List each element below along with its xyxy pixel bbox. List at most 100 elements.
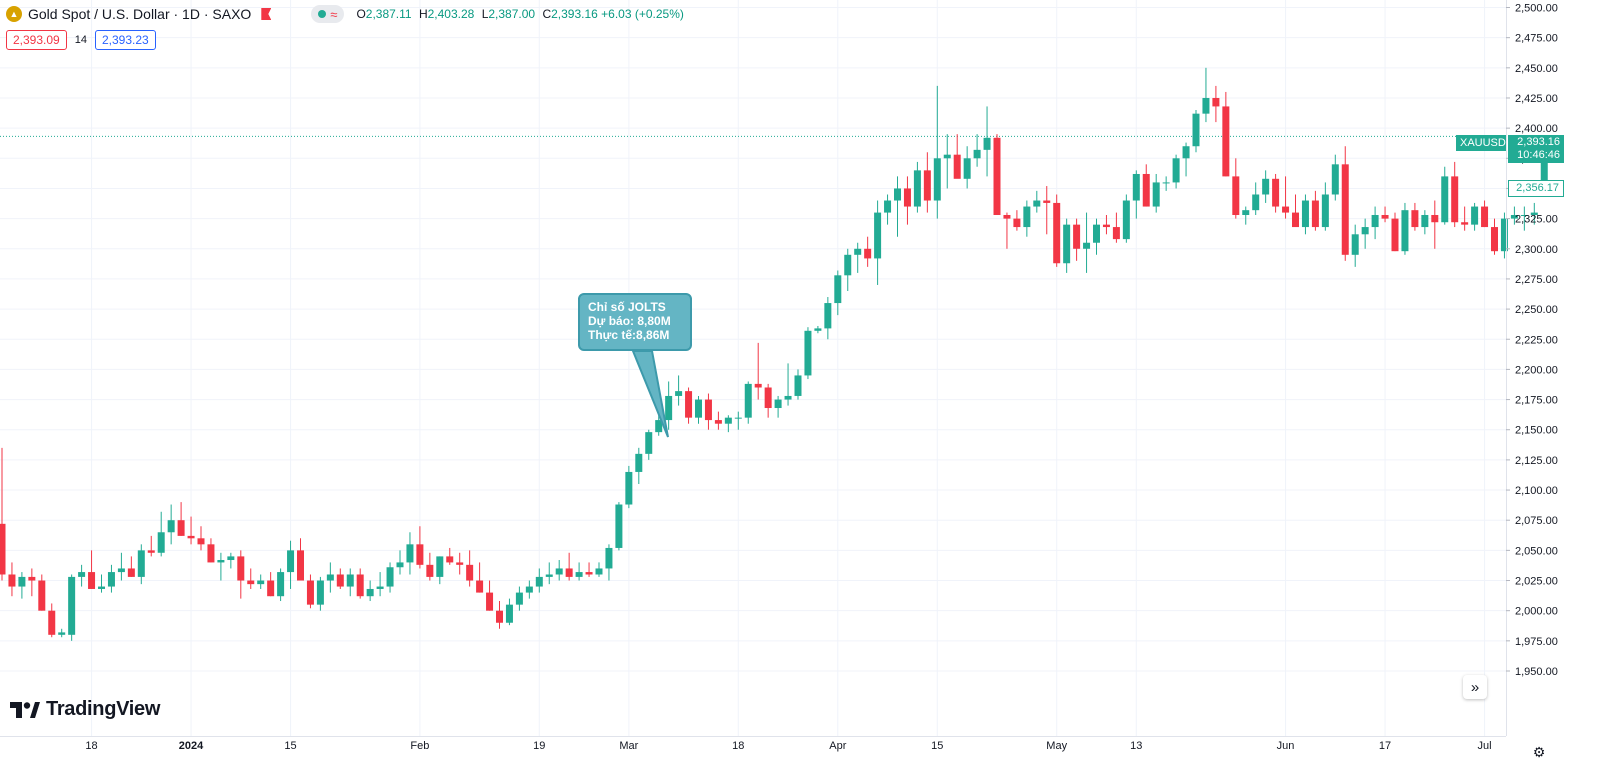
- time-tick-label: 17: [1379, 740, 1391, 752]
- candle-body: [306, 580, 314, 605]
- candle-body: [1142, 173, 1150, 207]
- market-status[interactable]: ≈: [311, 5, 345, 23]
- time-tick-label: 18: [85, 740, 97, 752]
- ohlc-values: O2,387.11 H2,403.28 L2,387.00 C2,393.16 …: [356, 7, 684, 21]
- candle: [336, 568, 344, 589]
- candle: [1500, 212, 1508, 259]
- candle-body: [1481, 206, 1489, 228]
- jolts-callout[interactable]: Chỉ số JOLTS Dự báo: 8,80M Thực tế:8,86M: [578, 293, 692, 351]
- last-price-value: 2,393.16: [1517, 136, 1560, 148]
- candle: [1510, 206, 1518, 225]
- tradingview-logo[interactable]: TradingView: [10, 698, 160, 721]
- candle-body: [1391, 218, 1399, 252]
- price-tick-label: 2,275.00: [1515, 274, 1558, 286]
- candle: [1152, 173, 1160, 213]
- candle: [665, 381, 673, 430]
- chart-grid: [0, 0, 1506, 736]
- price-tick-label: 2,450.00: [1515, 63, 1558, 75]
- price-tick-label: 2,325.00: [1515, 214, 1558, 226]
- price-tick-label: 2,400.00: [1515, 123, 1558, 135]
- candle-body: [426, 564, 434, 577]
- candle-body: [685, 391, 693, 418]
- symbol-title[interactable]: Gold Spot / U.S. Dollar · 1D · SAXO: [28, 6, 252, 22]
- candle: [824, 297, 832, 340]
- scroll-to-realtime-button[interactable]: »: [1463, 675, 1487, 699]
- candle-body: [1182, 146, 1190, 159]
- price-tick-label: 2,050.00: [1515, 545, 1558, 557]
- candle: [1023, 200, 1031, 237]
- candle: [227, 552, 235, 569]
- candle-body: [973, 149, 981, 159]
- buy-button[interactable]: 2,393.23: [94, 30, 156, 50]
- candle: [1341, 146, 1349, 261]
- candle: [187, 516, 195, 545]
- time-tick-label: Apr: [829, 740, 846, 752]
- candle: [38, 574, 46, 611]
- candle-body: [943, 154, 951, 159]
- candle-body: [406, 544, 414, 563]
- sell-button[interactable]: 2,393.09: [6, 30, 67, 50]
- candle: [1471, 202, 1479, 231]
- candle-body: [1152, 182, 1160, 207]
- candle: [98, 574, 105, 593]
- candle: [884, 194, 892, 225]
- candle-body: [8, 574, 16, 587]
- candle: [1421, 210, 1429, 235]
- candle: [1182, 142, 1190, 177]
- candle: [983, 106, 991, 177]
- bar-countdown: 10:46:46: [1517, 149, 1560, 161]
- gear-icon[interactable]: ⚙: [1532, 744, 1546, 760]
- callout-forecast: Dự báo: 8,80M: [588, 314, 671, 328]
- candle: [605, 544, 613, 581]
- candle-body: [1321, 194, 1329, 228]
- market-open-dot-icon: [318, 10, 327, 18]
- candle-body: [396, 562, 404, 568]
- candle-body: [645, 432, 653, 454]
- candle: [267, 572, 275, 597]
- candle: [685, 387, 693, 424]
- candle: [894, 176, 901, 237]
- candle-body: [1162, 182, 1170, 184]
- candle: [834, 270, 842, 316]
- candle: [257, 574, 265, 589]
- candle: [496, 601, 503, 629]
- candle: [1112, 212, 1120, 243]
- candle-body: [665, 395, 673, 421]
- candle: [1252, 182, 1260, 215]
- candle-body: [1043, 200, 1051, 203]
- candle-body: [1371, 214, 1379, 228]
- candle: [595, 562, 603, 577]
- candle-body: [356, 574, 364, 597]
- candle-body: [1093, 224, 1100, 243]
- candle: [854, 242, 862, 273]
- price-axis[interactable]: 1,950.00 1,975.00 2,000.00 2,025.00 2,050.00…: [1506, 0, 1558, 736]
- candle: [814, 325, 822, 334]
- candle-body: [1441, 176, 1449, 223]
- candle: [1202, 67, 1210, 123]
- candle-body: [446, 556, 454, 563]
- candle-body: [346, 574, 354, 587]
- callout-actual: Thực tế:8,86M: [588, 328, 670, 342]
- candle-body: [1311, 200, 1319, 228]
- candle-body: [496, 610, 503, 623]
- flag-icon[interactable]: [261, 8, 272, 20]
- candle-body: [137, 550, 145, 577]
- candle-body: [277, 572, 285, 597]
- candle-body: [476, 580, 484, 593]
- candle: [625, 465, 633, 509]
- candle: [1441, 166, 1449, 225]
- candle-body: [575, 572, 583, 577]
- double-chevron-right-icon: »: [1470, 678, 1480, 696]
- time-axis[interactable]: 18 2024 15 Feb 19 Mar 18 Apr 15 May 13 Jun 17 Jul: [0, 736, 1506, 753]
- candle-body: [366, 588, 374, 597]
- candle-body: [1461, 222, 1469, 225]
- candle: [1162, 176, 1170, 191]
- candle: [993, 134, 1001, 215]
- candle: [724, 415, 732, 433]
- candle: [943, 134, 951, 189]
- price-tick-label: 2,500.00: [1515, 3, 1558, 15]
- candle: [58, 628, 66, 638]
- time-tick-label: Jul: [1478, 740, 1492, 752]
- time-tick-label: 2024: [179, 740, 204, 752]
